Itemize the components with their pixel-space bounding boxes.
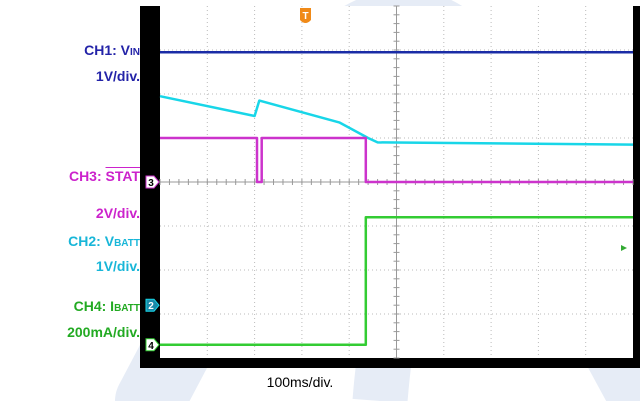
- ch1-scale: 1V/div.: [95, 68, 140, 84]
- ch1-label-sub: IN: [130, 47, 140, 58]
- ch2-label-prefix: CH2: V: [68, 233, 115, 249]
- ch2-ground-marker: 2: [145, 298, 160, 312]
- trigger-marker-label: T: [302, 11, 308, 22]
- trigger-level-arrow: [621, 245, 627, 251]
- ch2-scale: 1V/div.: [95, 258, 140, 274]
- ch4-label-prefix: CH4: I: [73, 298, 115, 314]
- ch3-label-prefix: CH3:: [68, 168, 106, 184]
- ch4-trace: [160, 215, 633, 347]
- ch2-marker-label: 2: [148, 301, 154, 312]
- ch2-label: CH2: VBATT: [68, 233, 140, 252]
- ch4-scale: 200mA/div.: [67, 324, 140, 340]
- ch4-label: CH4: IBATT: [74, 298, 140, 317]
- ch3-ground-marker: 3: [145, 175, 160, 189]
- ch1-label: CH1: VIN: [84, 42, 140, 61]
- ch3-marker-label: 3: [148, 178, 154, 189]
- ch3-label-sub: STAT: [105, 168, 140, 184]
- ch3-scale: 2V/div.: [95, 205, 140, 221]
- ch4-ground-marker: 4: [145, 338, 160, 352]
- ch4-marker-label: 4: [148, 341, 154, 352]
- ch4-label-sub: BATT: [114, 303, 140, 314]
- trigger-marker: T: [300, 8, 311, 23]
- channel-markers: 2 3 4: [145, 175, 160, 352]
- ch1-label-prefix: CH1: V: [84, 42, 130, 58]
- ch3-label: CH3: STAT: [69, 168, 140, 184]
- time-per-div-label: 100ms/div.: [266, 374, 334, 390]
- traces: [159, 50, 634, 347]
- ch3-trace: [160, 136, 633, 184]
- ch2-label-sub: BATT: [114, 238, 140, 249]
- ch2-trace: [159, 94, 634, 146]
